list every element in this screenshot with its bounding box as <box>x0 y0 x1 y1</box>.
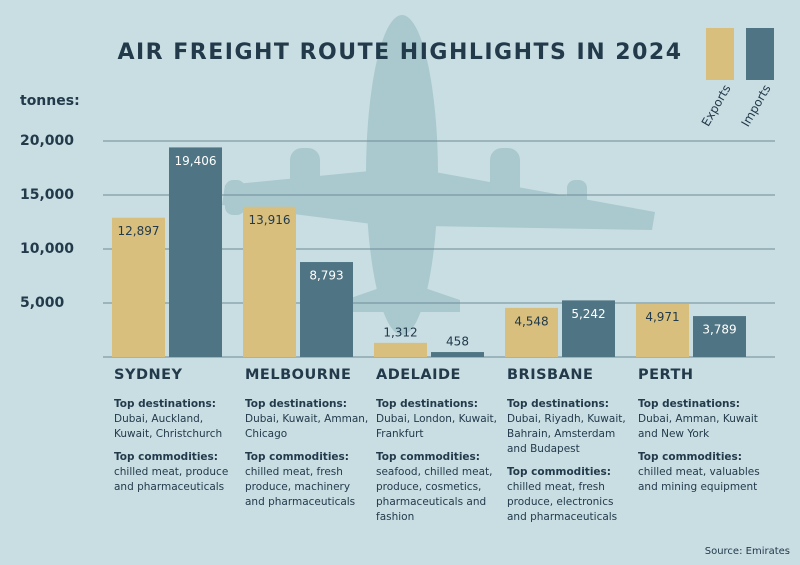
value-label: 1,312 <box>383 325 417 339</box>
source: Source: Emirates <box>704 546 790 557</box>
y-tick-label: 5,000 <box>20 295 65 311</box>
bar <box>505 307 558 357</box>
commodities-heading: Top commodities: <box>376 451 480 463</box>
value-label: 4,971 <box>645 310 679 324</box>
destinations: Dubai, Riyadh, Kuwait, Bahrain, Amsterda… <box>507 413 626 455</box>
legend-label: Imports <box>738 82 773 129</box>
commodities-heading: Top commodities: <box>507 466 611 478</box>
commodities: chilled meat, fresh produce, electronics… <box>507 481 618 523</box>
route-details: SYDNEY Top destinations: Dubai, Auckland, … <box>114 368 238 503</box>
category-label: BRISBANE <box>507 367 594 383</box>
bar <box>112 217 165 357</box>
value-label: 458 <box>446 335 469 349</box>
value-label: 4,548 <box>514 314 548 328</box>
category-label: ADELAIDE <box>376 367 461 383</box>
commodities: chilled meat, valuables and mining equip… <box>638 466 760 493</box>
chart-title: AIR FREIGHT ROUTE HIGHLIGHTS IN 2024 <box>117 40 682 65</box>
airplane-silhouette <box>222 15 655 335</box>
destinations-heading: Top destinations: <box>638 398 740 410</box>
commodities: chilled meat, fresh produce, machinery a… <box>245 466 356 508</box>
y-tick-label: 10,000 <box>20 241 74 257</box>
value-label: 5,242 <box>571 307 605 321</box>
legend-swatch <box>746 28 774 80</box>
category-label: MELBOURNE <box>245 367 352 383</box>
bar <box>431 352 484 357</box>
destinations: Dubai, Kuwait, Amman, Chicago <box>245 413 369 440</box>
destinations-heading: Top destinations: <box>507 398 609 410</box>
destinations: Dubai, Auckland, Kuwait, Christchurch <box>114 413 223 440</box>
destinations-heading: Top destinations: <box>245 398 347 410</box>
route-details: BRISBANE Top destinations: Dubai, Riyadh, … <box>507 368 631 533</box>
category-label: SYDNEY <box>114 367 183 383</box>
y-tick-label: 15,000 <box>20 187 74 203</box>
y-axis-label: tonnes: <box>20 93 80 109</box>
value-label: 3,789 <box>702 323 736 337</box>
y-tick-label: 20,000 <box>20 133 74 149</box>
route-details: ADELAIDE Top destinations: Dubai, London, … <box>376 368 500 533</box>
legend-swatch <box>706 28 734 80</box>
bar <box>636 303 689 357</box>
destinations-heading: Top destinations: <box>376 398 478 410</box>
bar <box>374 342 427 357</box>
bar <box>169 147 222 357</box>
bar <box>243 206 296 357</box>
route-details: PERTH Top destinations: Dubai, Amman, Kuwa… <box>638 368 762 503</box>
commodities-heading: Top commodities: <box>114 451 218 463</box>
category-label: PERTH <box>638 367 694 383</box>
value-label: 12,897 <box>118 224 160 238</box>
destinations-heading: Top destinations: <box>114 398 216 410</box>
value-label: 13,916 <box>249 213 291 227</box>
commodities-heading: Top commodities: <box>245 451 349 463</box>
destinations: Dubai, London, Kuwait, Frankfurt <box>376 413 498 440</box>
commodities-heading: Top commodities: <box>638 451 742 463</box>
value-label: 8,793 <box>309 269 343 283</box>
legend-label: Exports <box>699 82 734 128</box>
commodities: chilled meat, produce and pharmaceutical… <box>114 466 229 493</box>
value-label: 19,406 <box>175 154 217 168</box>
bar <box>300 262 353 357</box>
bar <box>693 316 746 357</box>
route-details: MELBOURNE Top destinations: Dubai, Kuwait,… <box>245 368 369 518</box>
bar <box>562 300 615 357</box>
destinations: Dubai, Amman, Kuwait and New York <box>638 413 758 440</box>
commodities: seafood, chilled meat, produce, cosmetic… <box>376 466 493 523</box>
